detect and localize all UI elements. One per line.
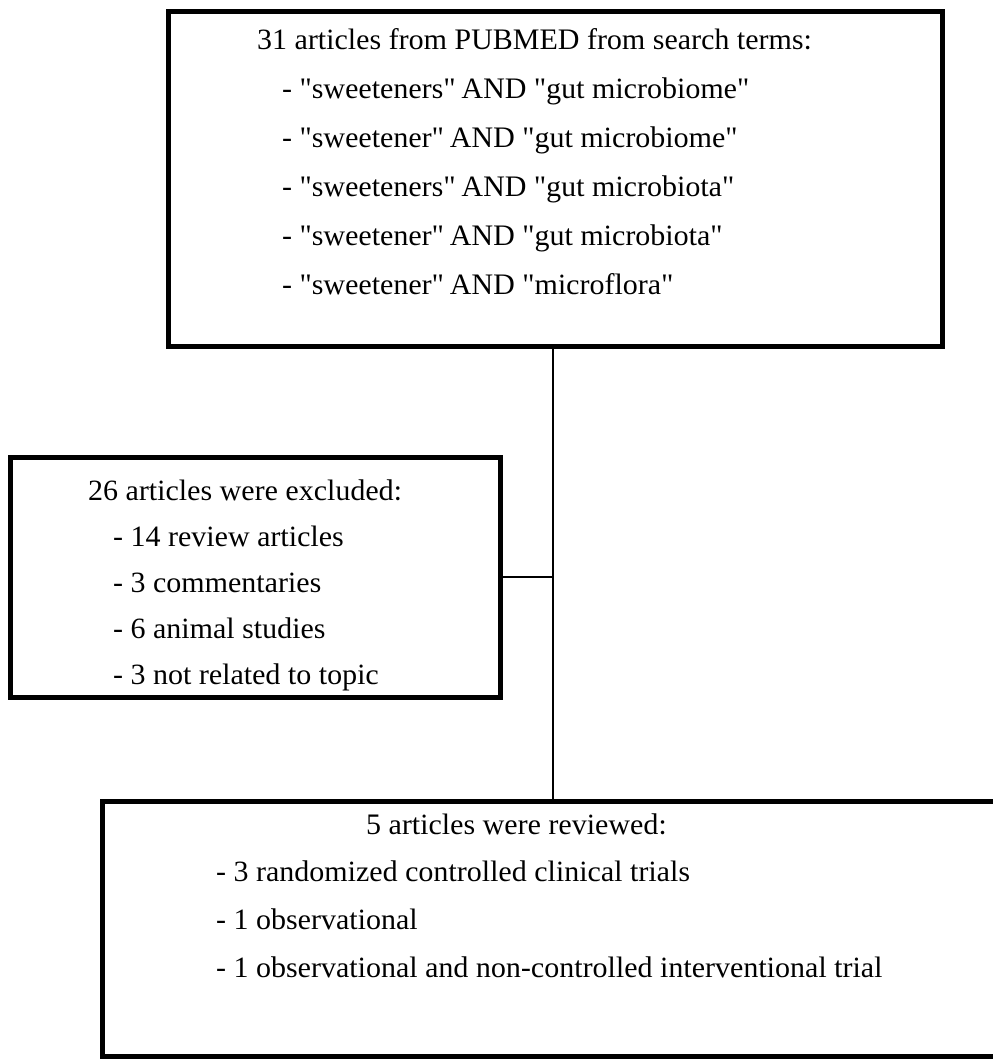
search-term-item: - "sweetener" AND "gut microbiome" — [282, 121, 738, 154]
reviewed-item: - 1 observational — [216, 903, 418, 936]
excluded-item: - 14 review articles — [113, 520, 344, 553]
reviewed-item: - 1 observational and non-controlled int… — [216, 951, 883, 984]
excluded-item: - 3 not related to topic — [113, 658, 379, 691]
search-terms-heading: 31 articles from PUBMED from search term… — [257, 23, 812, 56]
search-term-item: - "sweetener" AND "microflora" — [282, 268, 674, 301]
connector-line-to-excluded — [501, 576, 554, 578]
excluded-articles-box — [8, 455, 503, 700]
search-terms-box — [166, 9, 945, 349]
reviewed-heading: 5 articles were reviewed: — [366, 808, 667, 841]
excluded-item: - 3 commentaries — [113, 566, 322, 599]
search-term-item: - "sweeteners" AND "gut microbiome" — [282, 72, 750, 105]
search-term-item: - "sweeteners" AND "gut microbiota" — [282, 170, 735, 203]
excluded-heading: 26 articles were excluded: — [88, 474, 403, 507]
reviewed-articles-box — [100, 799, 993, 1059]
excluded-item: - 6 animal studies — [113, 612, 326, 645]
connector-line-vertical — [552, 347, 554, 802]
reviewed-item: - 3 randomized controlled clinical trial… — [216, 855, 690, 888]
search-term-item: - "sweetener" AND "gut microbiota" — [282, 219, 723, 252]
